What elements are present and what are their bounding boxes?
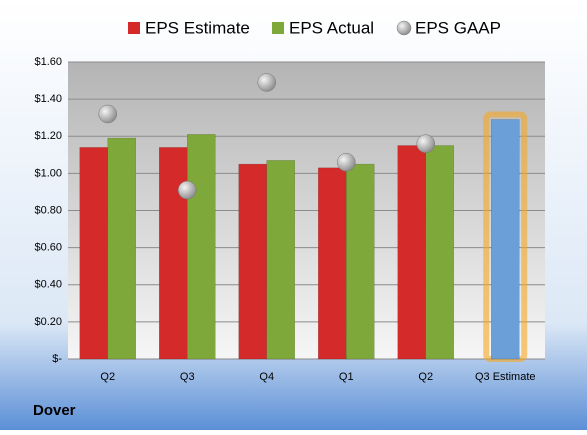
x-tick-label: Q4 [259, 371, 274, 383]
gaap-point [416, 134, 435, 153]
legend-swatch [128, 22, 140, 34]
y-tick-label: $0.40 [34, 279, 62, 291]
x-tick-label: Q3 [180, 371, 195, 383]
y-tick-label: $0.20 [34, 316, 62, 328]
gaap-point [257, 73, 276, 92]
bar [187, 134, 216, 360]
x-tick-label: Q2 [418, 371, 433, 383]
bar [266, 160, 295, 360]
bar [159, 147, 188, 360]
x-tick-label: Q3 Estimate [475, 371, 536, 383]
gaap-point [337, 152, 356, 172]
bar [425, 145, 454, 360]
y-tick-label: $1.60 [34, 56, 62, 68]
y-tick-label: $0.60 [34, 242, 62, 254]
y-tick-label: $- [52, 353, 62, 365]
y-tick-label: $0.80 [34, 204, 62, 216]
bar [397, 145, 426, 360]
gaap-point [178, 180, 197, 200]
legend-swatch [396, 20, 412, 36]
legend-label: EPS Estimate [145, 18, 250, 37]
bar [79, 147, 108, 360]
legend-swatch [272, 22, 284, 34]
bar [238, 163, 267, 360]
gaap-point [98, 104, 117, 124]
x-tick-label: Q2 [100, 371, 115, 383]
y-tick-label: $1.00 [34, 167, 62, 179]
legend-label: EPS Actual [289, 18, 374, 37]
bar [107, 137, 136, 360]
x-tick-label: Q1 [339, 371, 354, 383]
y-tick-label: $1.40 [34, 93, 62, 105]
chart-title: Dover [33, 402, 76, 419]
legend-label: EPS GAAP [415, 18, 501, 37]
bar [491, 119, 520, 360]
y-tick-label: $1.20 [34, 130, 62, 142]
bar [318, 167, 347, 360]
bar [346, 163, 375, 360]
